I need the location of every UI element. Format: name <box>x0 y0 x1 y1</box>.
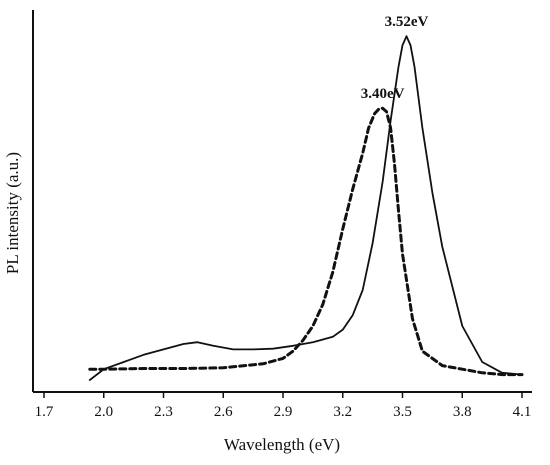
x-tick-label: 2.3 <box>154 404 173 420</box>
x-tick-label: 3.2 <box>333 404 352 420</box>
x-tick-label: 2.0 <box>94 404 113 420</box>
series-layer <box>88 35 524 381</box>
x-tick-label: 3.5 <box>393 404 412 420</box>
ticks-layer: 1.7 2.0 2.3 2.6 2.9 3.2 3.5 3.8 4.1 <box>35 392 532 420</box>
peak-annotation: 3.40eV <box>361 86 405 102</box>
x-tick-label: 2.6 <box>214 404 233 420</box>
y-axis-title: PL intensity (a.u.) <box>3 152 22 274</box>
peak-annotation: 3.52eV <box>385 14 429 30</box>
axes-layer <box>32 10 532 393</box>
solid-spectrum-line <box>88 35 523 381</box>
dashed-spectrum-line <box>88 106 524 377</box>
annotations-layer: 3.52eV 3.40eV <box>361 14 429 102</box>
x-tick-label: 4.1 <box>513 404 532 420</box>
x-axis-title: Wavelength (eV) <box>224 435 340 454</box>
x-tick-label: 1.7 <box>35 404 54 420</box>
x-tick-label: 2.9 <box>274 404 293 420</box>
x-tick-label: 3.8 <box>453 404 472 420</box>
